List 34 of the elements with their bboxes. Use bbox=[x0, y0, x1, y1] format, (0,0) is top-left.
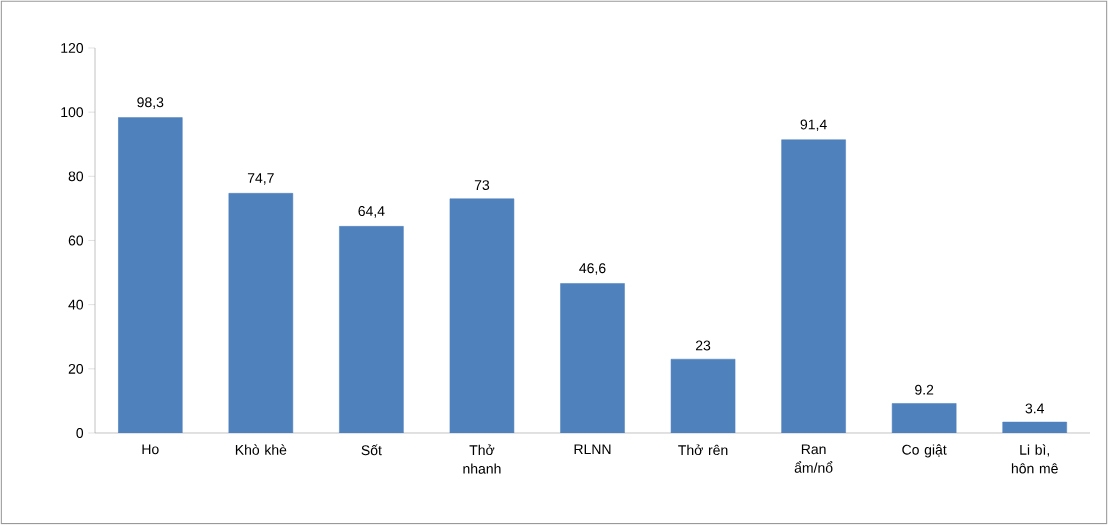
bar bbox=[891, 403, 957, 433]
x-tick-label: Thở rên bbox=[678, 444, 728, 456]
bar bbox=[228, 193, 294, 433]
x-tick-label: Co giật bbox=[902, 444, 947, 458]
data-label: 9.2 bbox=[915, 384, 934, 395]
y-tick-label: 0 bbox=[76, 428, 84, 438]
y-tick-label: 60 bbox=[68, 235, 84, 246]
data-label: 46,6 bbox=[579, 263, 606, 275]
x-tick-label: Ho bbox=[142, 444, 159, 455]
y-tick-label: 100 bbox=[61, 107, 84, 118]
x-tick-label: Li bì, hôn mê bbox=[1011, 444, 1058, 474]
x-tick-label: Khò khè bbox=[235, 444, 287, 455]
bar bbox=[781, 139, 846, 433]
data-label: 73 bbox=[474, 180, 490, 191]
bar bbox=[339, 226, 404, 433]
x-tick-label: RLNN bbox=[574, 444, 611, 454]
x-tick-label: Sốt bbox=[361, 444, 382, 456]
data-label: 23 bbox=[695, 340, 711, 351]
bar bbox=[1002, 421, 1067, 433]
bar bbox=[560, 283, 625, 433]
y-tick-label: 120 bbox=[61, 43, 84, 53]
data-label: 74,7 bbox=[247, 173, 274, 185]
data-label: 91,4 bbox=[800, 119, 827, 132]
x-tick-label: Ran ẩm/nổ bbox=[794, 444, 833, 473]
data-label: 98,3 bbox=[137, 97, 164, 109]
bar bbox=[670, 358, 736, 433]
bar bbox=[118, 117, 183, 433]
x-tick-label: Thở nhanh bbox=[463, 444, 501, 474]
y-tick-label: 40 bbox=[68, 299, 84, 310]
y-tick-label: 80 bbox=[68, 171, 84, 182]
bar bbox=[449, 198, 515, 433]
data-label: 3.4 bbox=[1025, 403, 1045, 414]
y-tick-label: 20 bbox=[68, 363, 84, 374]
data-label: 64,4 bbox=[358, 206, 385, 218]
